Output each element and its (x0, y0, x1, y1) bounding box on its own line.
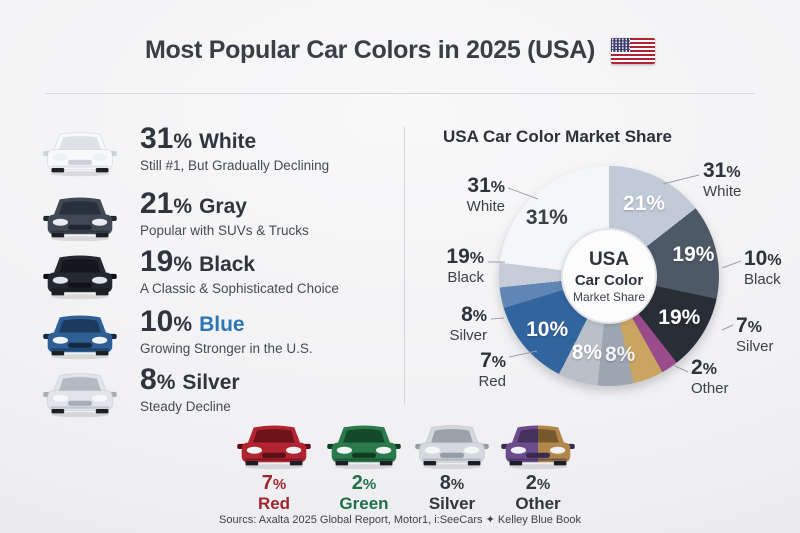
minor-color-percent: 2% (525, 472, 551, 494)
slice-label: 8% (571, 340, 603, 364)
car-front-icon (237, 425, 311, 470)
callout-name: Silver (736, 338, 774, 356)
donut-chart: USA Car Color Market Share (499, 166, 719, 386)
minor-color-label: 7% Red (258, 472, 290, 513)
source-note: Sourcs: Axalta 2025 Global Report, Motor… (218, 514, 582, 526)
minor-color-label: 2% Other (515, 472, 560, 513)
slice-label: 19% (672, 242, 715, 266)
callout-percent: 31% (467, 174, 505, 197)
car-front-icon (415, 425, 489, 470)
chart-title: USA Car Color Market Share (443, 127, 672, 146)
car-front-icon (43, 373, 117, 418)
callout-name: White (466, 198, 505, 216)
minor-color-percent: 2% (351, 472, 377, 494)
header-divider (45, 93, 755, 94)
callout-name: Black (447, 269, 484, 287)
list-item-subtitle: Popular with SUVs & Trucks (140, 223, 309, 238)
car-front-icon (327, 425, 401, 470)
list-item-value: 31% White (140, 122, 257, 155)
black-car-icon (42, 253, 118, 305)
green-car-icon (326, 423, 402, 475)
list-item-value: 19% Black (140, 245, 256, 278)
car-front-icon (43, 197, 117, 242)
minor-color-name: Red (257, 494, 291, 514)
donut-callout-silver: 8% Silver (449, 303, 487, 345)
callout-percent: 31% (703, 159, 741, 182)
header: Most Popular Car Colors in 2025 (USA) (0, 36, 800, 65)
list-item: 31% White Still #1, But Gradually Declinin… (42, 122, 329, 182)
minor-color-percent: 8% (439, 472, 465, 494)
other-car-icon (500, 423, 576, 475)
blue-car-icon (42, 313, 118, 365)
callout-name: Other (691, 380, 729, 398)
slice-label: 21% (623, 192, 666, 216)
list-item-subtitle: Growing Stronger in the U.S. (140, 341, 313, 356)
page-title: Most Popular Car Colors in 2025 (USA) (144, 36, 596, 64)
donut-callout-silver: 7% Silver (736, 314, 774, 356)
donut-center-line2: Car Color (574, 271, 644, 289)
list-item-text: 8% Silver Steady Decline (140, 363, 240, 414)
gray-car-icon (42, 195, 118, 247)
donut-callout-white: 31% White (466, 174, 505, 216)
list-item-text: 21% Gray Popular with SUVs & Trucks (140, 187, 309, 238)
list-item-subtitle: Still #1, But Gradually Declining (140, 158, 330, 173)
us-flag-icon (611, 37, 656, 64)
slice-label: 31% (525, 206, 568, 230)
callout-percent: 10% (744, 247, 782, 270)
donut-callout-white: 31% White (703, 159, 742, 201)
list-item: 10% Blue Growing Stronger in the U.S. (42, 305, 313, 365)
callout-name: Black (744, 271, 781, 289)
list-item-subtitle: Steady Decline (140, 399, 231, 414)
list-item: 21% Gray Popular with SUVs & Trucks (42, 187, 309, 247)
donut-callout-black: 10% Black (744, 247, 782, 289)
callout-name: Silver (449, 327, 487, 345)
donut-center-line1: USA (588, 248, 630, 270)
callout-percent: 2% (691, 356, 717, 379)
donut-callout-black: 19% Black (446, 245, 484, 287)
list-item-value: 21% Gray (140, 187, 247, 220)
list-item-subtitle: A Classic & Sophisticated Choice (140, 281, 339, 296)
minor-color-name: Green (339, 494, 389, 514)
callout-percent: 7% (736, 314, 762, 337)
car-front-icon (43, 315, 117, 360)
list-item: 8% Silver Steady Decline (42, 363, 240, 423)
silver-car-icon (42, 371, 118, 423)
donut-center-line3: Market Share (572, 289, 646, 304)
callout-percent: 7% (480, 349, 506, 372)
callout-name: Red (478, 373, 506, 391)
car-front-icon (43, 132, 117, 177)
list-item-text: 19% Black A Classic & Sophisticated Choice (140, 245, 339, 296)
slice-label: 19% (658, 306, 701, 330)
minor-color-percent: 7% (261, 472, 287, 494)
list-item-value: 10% Blue (140, 305, 245, 338)
donut-callout-other: 2% Other (691, 356, 729, 398)
callout-name: White (703, 183, 742, 201)
list-item-value: 8% Silver (140, 363, 240, 396)
donut-center: USA Car Color Market Share (561, 228, 657, 324)
panel-divider (404, 127, 405, 405)
slice-label: 10% (526, 317, 569, 341)
list-item: 19% Black A Classic & Sophisticated Choice (42, 245, 339, 305)
car-front-icon (501, 425, 575, 470)
list-item-text: 31% White Still #1, But Gradually Declinin… (140, 122, 329, 173)
callout-percent: 8% (461, 303, 487, 326)
list-item-text: 10% Blue Growing Stronger in the U.S. (140, 305, 313, 356)
slice-label: 8% (604, 343, 636, 367)
car-front-icon (43, 255, 117, 300)
minor-color-label: 8% Silver (429, 472, 475, 513)
minor-color-label: 2% Green (339, 472, 388, 513)
donut-callout-red: 7% Red (478, 349, 506, 391)
minor-color-name: Other (515, 494, 561, 514)
minor-color-name: Silver (428, 494, 476, 514)
white-car-icon (42, 130, 118, 182)
red-car-icon (236, 423, 312, 475)
callout-percent: 19% (446, 245, 484, 268)
silver-car-icon (414, 423, 490, 475)
